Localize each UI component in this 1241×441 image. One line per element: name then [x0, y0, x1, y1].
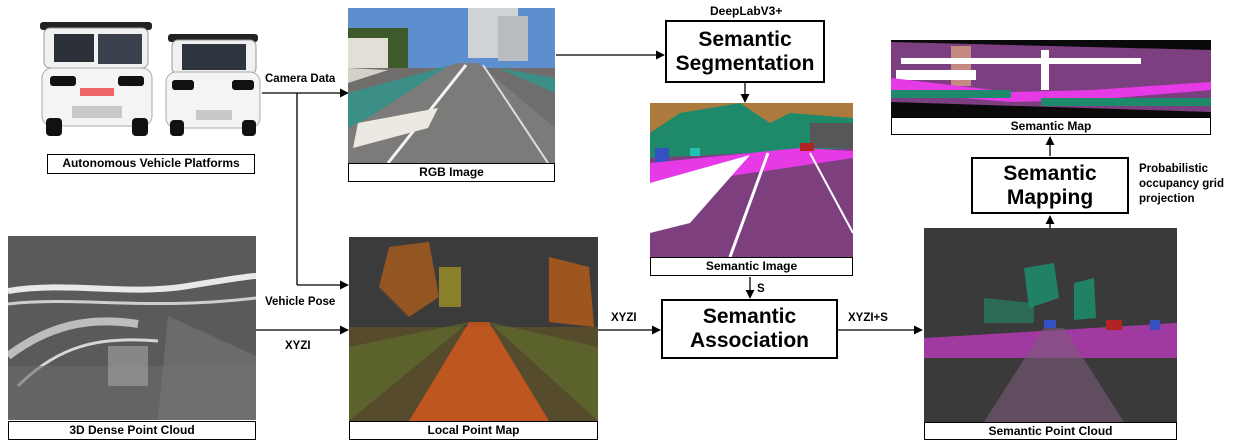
- block-semantic-association: Semantic Association: [661, 299, 838, 359]
- semantic-image: [650, 103, 853, 257]
- label-camera-data: Camera Data: [265, 73, 336, 85]
- label-xyzi-left: XYZI: [285, 340, 311, 352]
- label-s: S: [757, 283, 765, 295]
- rgb-image: [348, 8, 555, 163]
- caption-local-map: Local Point Map: [349, 421, 598, 440]
- caption-semantic-map: Semantic Map: [891, 117, 1211, 135]
- probabilistic-line-2: occupancy grid: [1139, 178, 1224, 190]
- mapping-line-1: Semantic: [1003, 161, 1097, 185]
- semantic-point-cloud-image: [924, 228, 1177, 422]
- block-semantic-mapping: Semantic Mapping: [971, 157, 1129, 214]
- mapping-line-2: Mapping: [1006, 185, 1094, 209]
- vehicle-platforms-image: [36, 18, 262, 138]
- caption-rgb-image: RGB Image: [348, 163, 555, 182]
- label-xyzi-s: XYZI+S: [848, 312, 888, 324]
- association-line-2: Association: [689, 329, 810, 352]
- local-point-map-image: [349, 237, 598, 421]
- label-xyzi-mid: XYZI: [611, 312, 637, 324]
- caption-semantic-cloud: Semantic Point Cloud: [924, 422, 1177, 440]
- dense-point-cloud-image: [8, 236, 256, 420]
- probabilistic-line-3: projection: [1139, 193, 1195, 205]
- segmentation-line-1: Semantic: [698, 27, 792, 51]
- semantic-map-image: [891, 40, 1211, 117]
- association-line-1: Semantic: [702, 305, 797, 328]
- label-probabilistic: Probabilistic occupancy grid projection: [1139, 162, 1224, 207]
- caption-dense-cloud: 3D Dense Point Cloud: [8, 421, 256, 440]
- probabilistic-line-1: Probabilistic: [1139, 163, 1209, 175]
- caption-semantic-image: Semantic Image: [650, 257, 853, 276]
- block-semantic-segmentation: Semantic Segmentation: [665, 20, 825, 83]
- segmentation-line-2: Segmentation: [675, 51, 815, 75]
- label-vehicle-pose: Vehicle Pose: [265, 296, 336, 308]
- caption-vehicle-platforms: Autonomous Vehicle Platforms: [47, 154, 255, 174]
- label-deeplab: DeepLabV3+: [710, 4, 783, 18]
